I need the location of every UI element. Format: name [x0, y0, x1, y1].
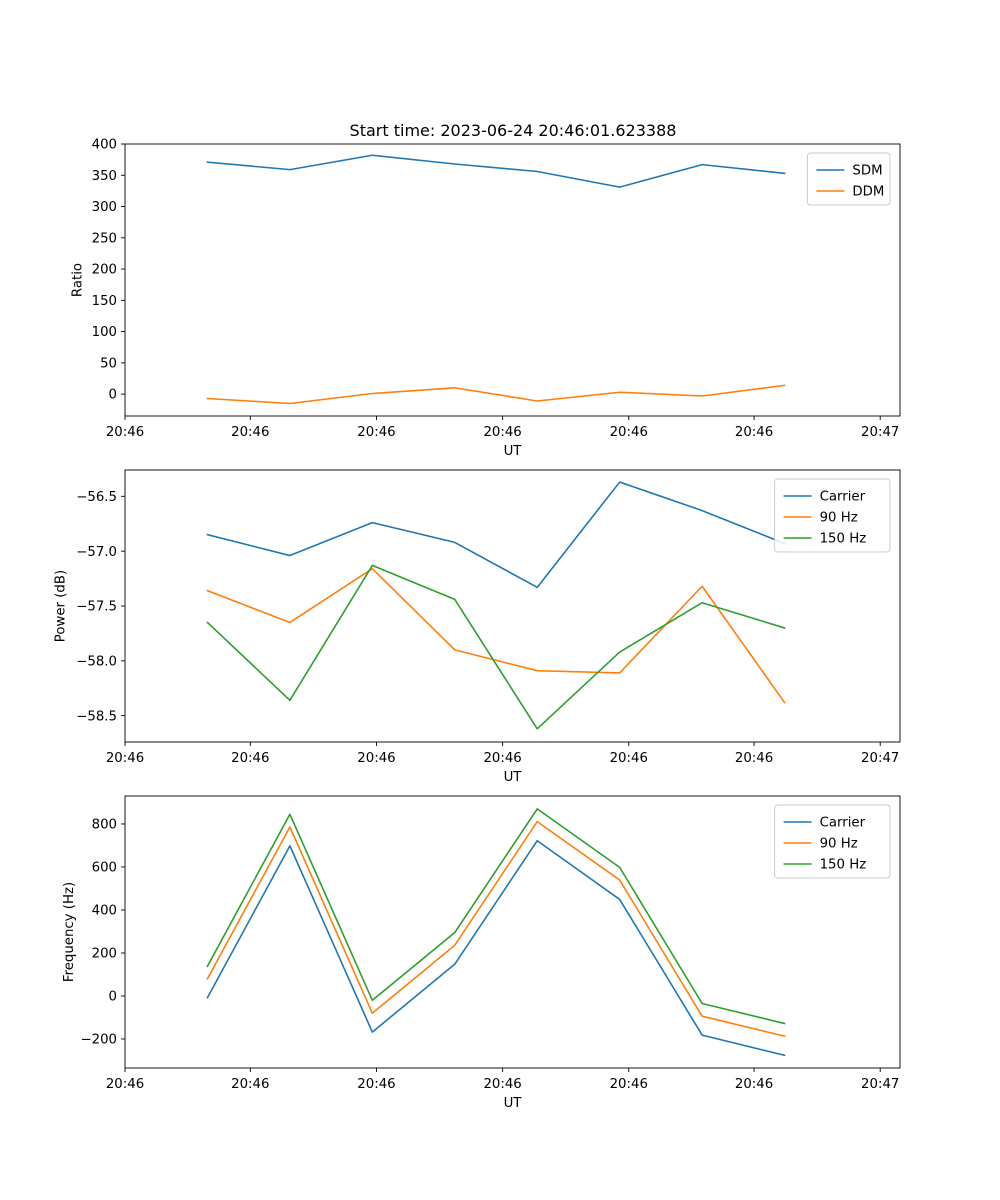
y-tick-label: −57.5 [76, 600, 117, 615]
series-line-carrier [206, 839, 786, 1057]
series-line-150-hz [206, 808, 786, 1025]
x-tick-label: 20:46 [483, 425, 521, 440]
y-tick-label: 0 [109, 990, 117, 1005]
legend: Carrier 90 Hz 150 Hz [774, 478, 891, 553]
x-tick-label: 20:46 [106, 1077, 144, 1092]
x-tick-label: 20:46 [610, 1077, 648, 1092]
y-tick-label: 200 [92, 263, 117, 278]
series-line-ddm [206, 384, 786, 405]
legend-label-carrier: Carrier [820, 490, 866, 505]
x-tick-label: 20:46 [357, 751, 395, 766]
y-tick-label: 0 [109, 388, 117, 403]
legend-label-ddm: DDM [852, 185, 884, 200]
legend-box [774, 478, 891, 553]
x-tick-label: 20:46 [231, 425, 269, 440]
legend-label-90-hz: 90 Hz [820, 837, 858, 852]
x-axis-label: UT [504, 444, 523, 459]
y-tick-label: −200 [80, 1033, 117, 1048]
legend: Carrier 90 Hz 150 Hz [774, 804, 891, 879]
y-tick-label: 250 [92, 231, 117, 246]
x-tick-label: 20:46 [106, 425, 144, 440]
x-tick-label: 20:46 [231, 751, 269, 766]
legend-label-150-hz: 150 Hz [820, 858, 867, 873]
y-tick-label: 600 [92, 861, 117, 876]
x-tick-label: 20:47 [861, 425, 899, 440]
legend-box [806, 152, 891, 206]
x-tick-label: 20:46 [483, 751, 521, 766]
figure-title: Start time: 2023-06-24 20:46:01.623388 [350, 121, 677, 140]
x-tick-label: 20:46 [735, 425, 773, 440]
x-tick-label: 20:46 [735, 1077, 773, 1092]
y-tick-label: −57.0 [76, 545, 117, 560]
legend-label-sdm: SDM [852, 164, 882, 179]
x-tick-label: 20:46 [231, 1077, 269, 1092]
series-line-carrier [206, 481, 786, 589]
legend: SDM DDM [806, 152, 891, 206]
series-line-150-hz [206, 564, 786, 730]
y-tick-label: −58.5 [76, 709, 117, 724]
x-axis-label: UT [504, 1096, 523, 1111]
legend-label-150-hz: 150 Hz [820, 532, 867, 547]
y-tick-label: 100 [92, 325, 117, 340]
x-tick-label: 20:46 [106, 751, 144, 766]
axes-frame [124, 143, 901, 417]
x-tick-label: 20:46 [483, 1077, 521, 1092]
y-tick-label: 200 [92, 947, 117, 962]
series-line-sdm [206, 154, 786, 188]
series-line-90-hz [206, 567, 786, 704]
y-tick-label: 400 [92, 138, 117, 153]
frequency-panel: 20:46 20:46 20:46 20:46 20:46 20:46 20:47 −200 0… [62, 795, 901, 1111]
power-panel: 20:46 20:46 20:46 20:46 20:46 20:46 20:47 −58.5… [54, 469, 901, 785]
series-line-90-hz [206, 820, 786, 1038]
legend-label-carrier: Carrier [820, 816, 866, 831]
x-tick-label: 20:46 [357, 425, 395, 440]
x-tick-label: 20:47 [861, 1077, 899, 1092]
axes-frame [124, 795, 901, 1069]
x-tick-label: 20:46 [610, 425, 648, 440]
legend-box [774, 804, 891, 879]
x-tick-label: 20:46 [735, 751, 773, 766]
y-tick-label: 800 [92, 818, 117, 833]
y-tick-label: −58.0 [76, 654, 117, 669]
x-axis-label: UT [504, 770, 523, 785]
y-tick-label: 150 [92, 294, 117, 309]
y-tick-label: 50 [100, 356, 117, 371]
x-tick-label: 20:46 [357, 1077, 395, 1092]
y-axis-label: Power (dB) [54, 570, 69, 642]
ratio-panel: 20:46 20:46 20:46 20:46 20:46 20:46 20:47 0 50 10… [71, 138, 901, 459]
y-axis-label: Ratio [71, 263, 86, 297]
y-tick-label: 300 [92, 200, 117, 215]
x-tick-label: 20:47 [861, 751, 899, 766]
legend-label-90-hz: 90 Hz [820, 511, 858, 526]
y-axis-label: Frequency (Hz) [62, 882, 77, 982]
y-tick-label: 400 [92, 904, 117, 919]
y-tick-label: −56.5 [76, 490, 117, 505]
y-tick-label: 350 [92, 169, 117, 184]
x-tick-label: 20:46 [610, 751, 648, 766]
